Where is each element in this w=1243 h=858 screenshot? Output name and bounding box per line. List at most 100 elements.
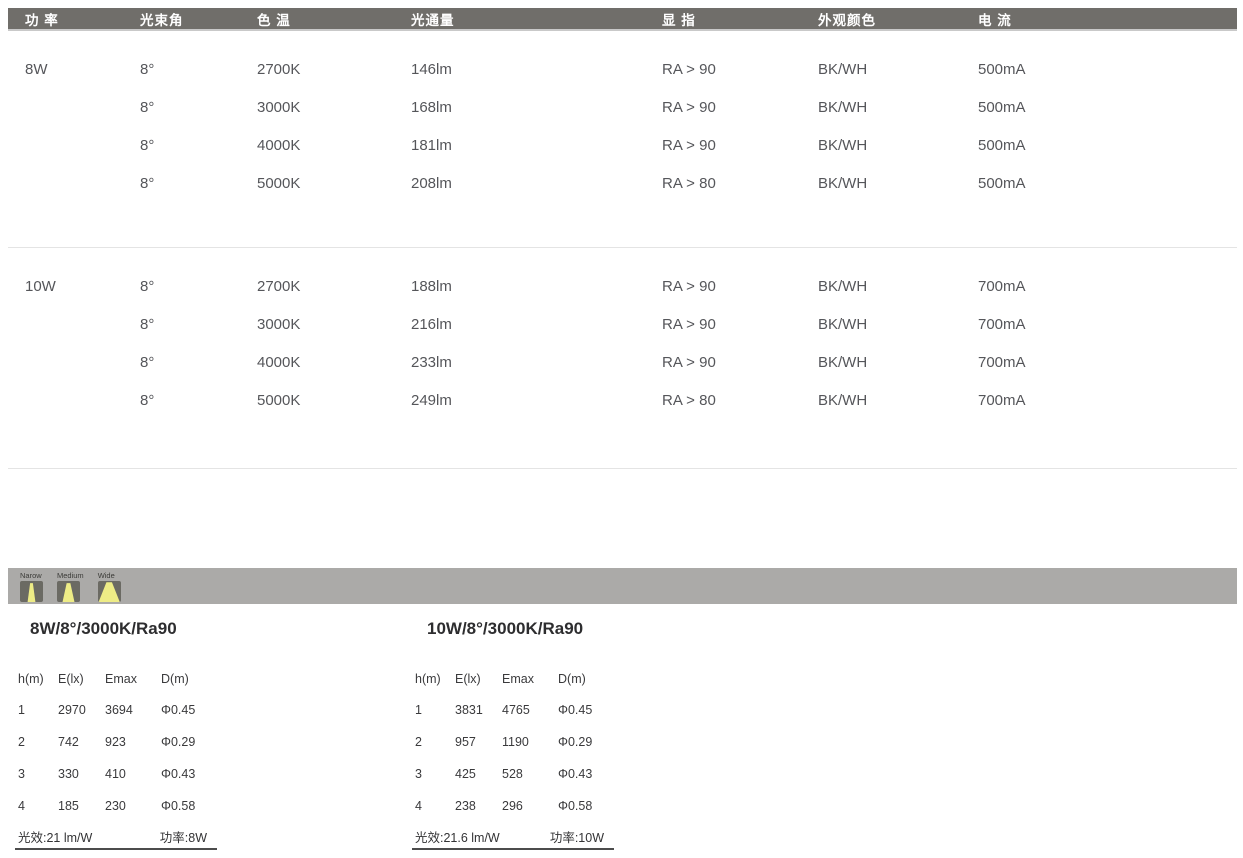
cell-cct: 4000K xyxy=(257,353,301,371)
cell-finish: BK/WH xyxy=(818,277,868,295)
cell-elx: 2970 xyxy=(58,703,86,717)
cell-beam-angle: 8° xyxy=(140,315,155,333)
table-row: 1 2970 3694 Φ0.45 xyxy=(15,694,217,726)
photometric-table-10w: 10W/8°/3000K/Ra90 h(m) E(lx) Emax D(m) 1… xyxy=(412,612,614,850)
beam-legend-item-narrow: Narow xyxy=(20,572,43,602)
narrow-beam-icon xyxy=(20,581,43,602)
cell-emax: 296 xyxy=(502,799,523,813)
cell-elx: 425 xyxy=(455,767,476,781)
photometric-header-row: h(m) E(lx) Emax D(m) xyxy=(15,670,217,688)
cell-cct: 5000K xyxy=(257,391,301,409)
cell-d: Φ0.29 xyxy=(161,735,196,749)
spec-table-header: 功 率 光束角 色 温 光通量 显 指 外观颜色 电 流 xyxy=(8,8,1237,31)
medium-beam-shape xyxy=(62,583,75,602)
cell-d: Φ0.43 xyxy=(558,767,593,781)
cell-current: 500mA xyxy=(978,98,1026,116)
cell-finish: BK/WH xyxy=(818,391,868,409)
cell-emax: 410 xyxy=(105,767,126,781)
cell-h: 1 xyxy=(415,703,422,717)
cell-elx: 3831 xyxy=(455,703,483,717)
cell-current: 700mA xyxy=(978,391,1026,409)
cell-beam-angle: 8° xyxy=(140,391,155,409)
cell-finish: BK/WH xyxy=(818,353,868,371)
table-row: 4 238 296 Φ0.58 xyxy=(412,790,614,822)
table-row: 8W 8° 2700K 146lm RA > 90 BK/WH 500mA xyxy=(8,50,1237,88)
table-row: 2 957 1190 Φ0.29 xyxy=(412,726,614,758)
cell-current: 500mA xyxy=(978,174,1026,192)
cell-current: 500mA xyxy=(978,60,1026,78)
wide-beam-shape xyxy=(98,582,120,602)
cell-beam-angle: 8° xyxy=(140,277,155,295)
cell-cri: RA > 90 xyxy=(662,277,716,295)
cell-h: 2 xyxy=(415,735,422,749)
cell-power: 8W xyxy=(25,60,48,78)
col-diameter: D(m) xyxy=(558,672,586,686)
cell-cri: RA > 90 xyxy=(662,136,716,154)
col-illuminance: E(lx) xyxy=(58,672,84,686)
table-row: 4 185 230 Φ0.58 xyxy=(15,790,217,822)
beam-legend-item-medium: Medium xyxy=(57,572,84,602)
col-diameter: D(m) xyxy=(161,672,189,686)
cell-d: Φ0.43 xyxy=(161,767,196,781)
table-row: 2 742 923 Φ0.29 xyxy=(15,726,217,758)
cell-h: 4 xyxy=(415,799,422,813)
cell-finish: BK/WH xyxy=(818,136,868,154)
cell-emax: 528 xyxy=(502,767,523,781)
wide-beam-icon xyxy=(97,581,121,602)
narrow-beam-label: Narow xyxy=(20,571,42,580)
header-finish: 外观颜色 xyxy=(818,12,876,28)
cell-cct: 2700K xyxy=(257,277,301,295)
cell-finish: BK/WH xyxy=(818,60,868,78)
cell-cct: 3000K xyxy=(257,315,301,333)
photometric-header-row: h(m) E(lx) Emax D(m) xyxy=(412,670,614,688)
col-illuminance: E(lx) xyxy=(455,672,481,686)
col-height: h(m) xyxy=(18,672,44,686)
header-beam-angle: 光束角 xyxy=(140,12,184,28)
col-emax: Emax xyxy=(502,672,534,686)
cell-h: 2 xyxy=(18,735,25,749)
cell-d: Φ0.58 xyxy=(558,799,593,813)
section-divider xyxy=(8,247,1237,248)
table-row: 10W 8° 2700K 188lm RA > 90 BK/WH 700mA xyxy=(8,267,1237,305)
spec-group-10w: 10W 8° 2700K 188lm RA > 90 BK/WH 700mA 8… xyxy=(8,267,1237,419)
table-row: 8° 3000K 168lm RA > 90 BK/WH 500mA xyxy=(8,88,1237,126)
wide-beam-label: Wide xyxy=(97,571,115,580)
table-row: 3 425 528 Φ0.43 xyxy=(412,758,614,790)
cell-d: Φ0.29 xyxy=(558,735,593,749)
cell-cct: 2700K xyxy=(257,60,301,78)
header-cri: 显 指 xyxy=(662,12,696,28)
cell-flux: 249lm xyxy=(411,391,452,409)
spec-group-8w: 8W 8° 2700K 146lm RA > 90 BK/WH 500mA 8°… xyxy=(8,50,1237,202)
photometric-footer: 光效:21.6 lm/W 功率:10W xyxy=(412,828,614,850)
medium-beam-label: Medium xyxy=(57,571,84,580)
cell-beam-angle: 8° xyxy=(140,60,155,78)
table-row: 3 330 410 Φ0.43 xyxy=(15,758,217,790)
table-row: 8° 5000K 208lm RA > 80 BK/WH 500mA xyxy=(8,164,1237,202)
cell-elx: 742 xyxy=(58,735,79,749)
cell-beam-angle: 8° xyxy=(140,136,155,154)
header-current: 电 流 xyxy=(978,12,1012,28)
cell-h: 3 xyxy=(415,767,422,781)
cell-flux: 216lm xyxy=(411,315,452,333)
col-height: h(m) xyxy=(415,672,441,686)
beam-legend-item-wide: Wide xyxy=(97,571,121,602)
header-power: 功 率 xyxy=(25,12,59,28)
cell-cct: 3000K xyxy=(257,98,301,116)
photometric-title: 10W/8°/3000K/Ra90 xyxy=(427,619,584,638)
cell-cri: RA > 90 xyxy=(662,315,716,333)
cell-finish: BK/WH xyxy=(818,98,868,116)
cell-emax: 3694 xyxy=(105,703,133,717)
header-flux: 光通量 xyxy=(411,12,455,28)
cell-flux: 208lm xyxy=(411,174,452,192)
photometric-table-8w: 8W/8°/3000K/Ra90 h(m) E(lx) Emax D(m) 1 … xyxy=(15,612,217,850)
cell-current: 700mA xyxy=(978,315,1026,333)
cell-cct: 4000K xyxy=(257,136,301,154)
cell-emax: 230 xyxy=(105,799,126,813)
photometric-title: 8W/8°/3000K/Ra90 xyxy=(30,619,177,638)
table-row: 8° 4000K 181lm RA > 90 BK/WH 500mA xyxy=(8,126,1237,164)
power-label: 功率:10W xyxy=(549,830,604,845)
cell-h: 1 xyxy=(18,703,25,717)
medium-beam-icon xyxy=(57,581,80,602)
cell-finish: BK/WH xyxy=(818,174,868,192)
